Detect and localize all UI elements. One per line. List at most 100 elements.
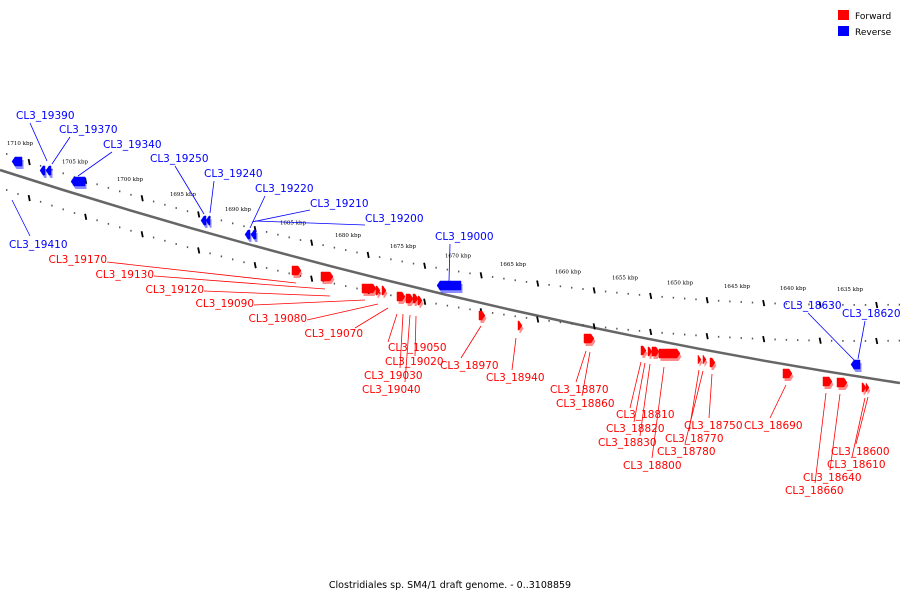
forward-gene[interactable]: [702, 354, 707, 365]
gene-label-cl3-19130[interactable]: CL3_19130: [95, 269, 154, 281]
gene-label-cl3-18640[interactable]: CL3_18640: [803, 472, 862, 484]
gene-label-cl3-19050[interactable]: CL3_19050: [388, 342, 447, 354]
forward-gene[interactable]: [709, 357, 716, 368]
gene-label-cl3-18940[interactable]: CL3_18940: [486, 372, 545, 384]
gene-label-cl3-18820[interactable]: CL3_18820: [606, 423, 665, 435]
inner-track-dot: [186, 246, 189, 249]
inner-track-tick: [197, 247, 201, 254]
reverse-gene[interactable]: [45, 165, 52, 176]
gene-label-cl3-19170[interactable]: CL3_19170: [48, 254, 107, 266]
gene-label-cl3-19370[interactable]: CL3_19370: [59, 124, 118, 136]
gene-label-cl3-19080[interactable]: CL3_19080: [248, 313, 307, 325]
reverse-gene[interactable]: [11, 156, 23, 167]
gene-label-cl3-19220[interactable]: CL3_19220: [255, 183, 314, 195]
inner-track-dot: [491, 312, 494, 314]
inner-track-tick: [84, 213, 88, 220]
gene-label-cl3-19120[interactable]: CL3_19120: [145, 284, 204, 296]
gene-label-cl3-19020[interactable]: CL3_19020: [385, 356, 444, 368]
forward-gene[interactable]: [320, 271, 334, 282]
gene-label-cl3-18600[interactable]: CL3_18600: [831, 446, 890, 458]
outer-track-dot: [243, 225, 245, 228]
gene-label-cl3-19390[interactable]: CL3_19390: [16, 110, 75, 122]
gene-label-cl3-18860[interactable]: CL3_18860: [556, 398, 615, 410]
gene-label-cl3-19240[interactable]: CL3_19240: [204, 168, 263, 180]
outer-track-dot: [322, 244, 324, 247]
inner-track-dot: [616, 327, 618, 330]
kbp-label: 1685 kbp: [280, 221, 307, 227]
inner-track-tick: [705, 333, 709, 340]
reverse-gene[interactable]: [436, 280, 462, 291]
kbp-label: 1650 kbp: [667, 280, 694, 286]
forward-gene[interactable]: [658, 348, 681, 359]
forward-gene[interactable]: [861, 382, 867, 393]
leader-line: [404, 314, 411, 383]
reverse-gene[interactable]: [850, 359, 861, 370]
inner-track-dot: [333, 282, 336, 285]
reverse-gene[interactable]: [39, 165, 46, 176]
forward-gene[interactable]: [651, 346, 660, 357]
gene-label-cl3-19040[interactable]: CL3_19040: [362, 384, 421, 396]
gene-label-cl3-19210[interactable]: CL3_19210: [310, 198, 369, 210]
inner-track-tick: [762, 335, 766, 343]
forward-gene[interactable]: [782, 368, 793, 379]
forward-gene[interactable]: [865, 382, 870, 393]
gene-label-cl3-18620[interactable]: CL3_18620: [842, 308, 900, 320]
gene-label-cl3-19030[interactable]: CL3_19030: [364, 370, 423, 382]
gene-label-cl3-18630[interactable]: CL3_18630: [783, 300, 842, 312]
kbp-label: 1665 kbp: [500, 262, 527, 268]
forward-gene[interactable]: [478, 310, 486, 321]
forward-gene[interactable]: [361, 283, 377, 294]
forward-gene[interactable]: [647, 346, 653, 357]
gene-label-cl3-19250[interactable]: CL3_19250: [150, 153, 209, 165]
forward-gene[interactable]: [640, 345, 647, 356]
forward-gene[interactable]: [697, 354, 702, 365]
outer-track-dot: [740, 301, 742, 303]
gene-label-cl3-19090[interactable]: CL3_19090: [195, 298, 254, 310]
forward-gene[interactable]: [405, 293, 414, 304]
forward-gene[interactable]: [517, 320, 523, 331]
forward-gene[interactable]: [396, 291, 406, 302]
outer-track-dot: [458, 270, 460, 273]
gene-label-cl3-18690[interactable]: CL3_18690: [744, 420, 803, 432]
gene-label-cl3-19000[interactable]: CL3_19000: [435, 231, 494, 243]
forward-gene[interactable]: [836, 377, 848, 388]
reverse-gene[interactable]: [70, 176, 86, 187]
reverse-gene[interactable]: [205, 215, 211, 226]
forward-gene[interactable]: [583, 333, 595, 344]
forward-gene[interactable]: [291, 265, 302, 276]
gene-label-cl3-18750[interactable]: CL3_18750: [684, 420, 743, 432]
outer-track-dot: [401, 260, 403, 263]
forward-gene[interactable]: [375, 285, 381, 296]
reverse-gene[interactable]: [244, 229, 251, 240]
forward-gene[interactable]: [417, 295, 423, 306]
outer-track-tick: [423, 262, 427, 269]
gene-label-cl3-19340[interactable]: CL3_19340: [103, 139, 162, 151]
gene-label-cl3-18660[interactable]: CL3_18660: [785, 485, 844, 497]
reverse-gene[interactable]: [250, 229, 257, 240]
forward-gene[interactable]: [822, 376, 833, 387]
gene-label-cl3-18810[interactable]: CL3_18810: [616, 409, 675, 421]
inner-track-dot: [774, 338, 776, 341]
outer-track-dot: [887, 303, 889, 306]
inner-track-dot: [73, 212, 76, 214]
reverse-gene[interactable]: [200, 215, 207, 226]
gene-label-cl3-18610[interactable]: CL3_18610: [827, 459, 886, 471]
gene-label-cl3-19070[interactable]: CL3_19070: [304, 328, 363, 340]
gene-label-cl3-18870[interactable]: CL3_18870: [550, 384, 609, 396]
inner-track-dot: [130, 229, 132, 232]
kbp-label: 1690 kbp: [225, 207, 252, 213]
gene-label-cl3-18780[interactable]: CL3_18780: [657, 446, 716, 458]
inner-track-dot: [898, 339, 900, 342]
leader-line: [209, 180, 215, 214]
forward-gene[interactable]: [412, 293, 419, 304]
kbp-label: 1645 kbp: [724, 284, 751, 290]
outer-track-dot: [356, 251, 358, 254]
gene-label-cl3-18770[interactable]: CL3_18770: [665, 433, 724, 445]
gene-label-cl3-19410[interactable]: CL3_19410: [9, 239, 68, 251]
inner-track-dot: [717, 335, 720, 338]
gene-label-cl3-18800[interactable]: CL3_18800: [623, 460, 682, 472]
gene-label-cl3-18830[interactable]: CL3_18830: [598, 437, 657, 449]
forward-gene[interactable]: [381, 285, 387, 296]
gene-label-cl3-19200[interactable]: CL3_19200: [365, 213, 424, 225]
gene-label-cl3-18970[interactable]: CL3_18970: [440, 360, 499, 372]
